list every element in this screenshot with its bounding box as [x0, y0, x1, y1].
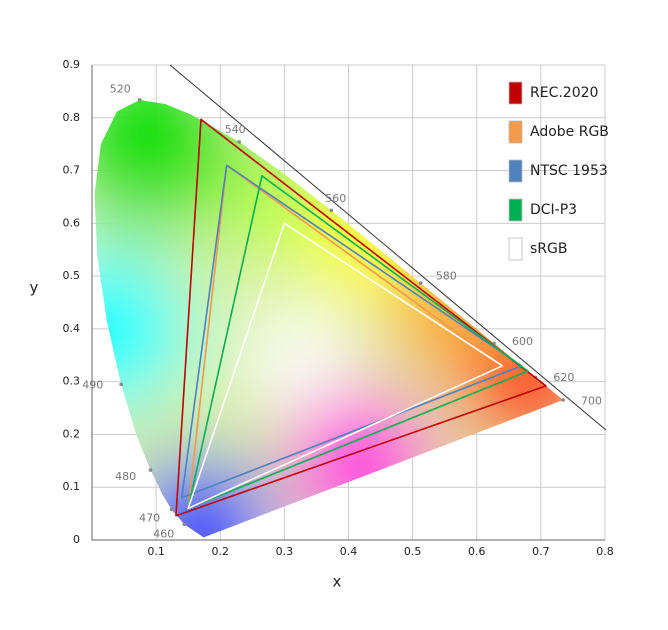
y-tick-label: 0.2: [63, 427, 81, 440]
locus-point: [169, 507, 174, 512]
x-tick-label: 0.2: [212, 545, 230, 558]
locus-point: [418, 281, 423, 285]
x-tick-label: 0.4: [340, 545, 358, 558]
locus-point: [182, 522, 187, 527]
x-tick-label: 0.7: [532, 545, 550, 558]
y-axis-label: y: [30, 279, 39, 297]
y-tick-label: 0.9: [63, 58, 81, 71]
plot: 460 470 480 490 520 540 560 580 600 620 700: [82, 83, 602, 541]
legend-label: DCI-P3: [530, 202, 577, 218]
x-axis-label: x: [333, 573, 342, 591]
y-tick-label: 0.1: [63, 480, 81, 493]
x-tick-label: 0.3: [276, 545, 294, 558]
wavelength-label: 700: [581, 394, 602, 407]
y-tick-label: 0.7: [63, 164, 81, 177]
reference-line: [169, 64, 607, 431]
legend-label: Adobe RGB: [530, 124, 609, 140]
wavelength-label: 490: [82, 379, 103, 392]
wavelength-label: 540: [225, 123, 246, 136]
legend-swatch: [508, 237, 523, 261]
locus-point: [119, 382, 123, 387]
wavelength-label: 600: [512, 335, 533, 348]
x-tick-label: 0.5: [404, 545, 422, 558]
legend-swatch: [508, 120, 523, 144]
y-tick-label: 0.4: [63, 322, 81, 335]
legend-label: sRGB: [530, 241, 567, 257]
locus-point: [148, 468, 153, 472]
wavelength-label: 580: [436, 270, 457, 283]
legend-label: NTSC 1953: [530, 163, 608, 179]
wavelength-label: 520: [110, 83, 131, 96]
y-tick-label: 0.8: [63, 111, 81, 124]
wavelength-label: 460: [153, 527, 174, 540]
gamut-triangle: [175, 118, 547, 517]
y-tick-label: 0: [73, 533, 80, 546]
y-tick-label: 0.5: [63, 269, 81, 282]
locus-point: [561, 398, 565, 402]
legend-swatch: [508, 198, 523, 222]
wavelength-label: 480: [115, 470, 136, 483]
gamut-triangle: [187, 222, 504, 510]
legend-swatch: [508, 81, 523, 105]
locus-point: [137, 98, 142, 102]
wavelength-label: 470: [139, 512, 160, 525]
x-tick-label: 0.1: [147, 545, 165, 558]
legend-label: REC.2020: [530, 85, 598, 101]
wavelength-label: 560: [325, 192, 346, 205]
gamut-triangle: [187, 175, 529, 510]
wavelength-label: 620: [553, 371, 574, 384]
locus-point: [329, 208, 334, 213]
locus-point: [237, 140, 242, 144]
legend-swatch: [508, 159, 523, 183]
y-tick-label: 0.3: [63, 375, 81, 388]
gamut-triangle: [180, 164, 523, 499]
y-tick-label: 0.6: [63, 216, 81, 229]
x-tick-label: 0.8: [596, 545, 614, 558]
x-tick-label: 0.6: [468, 545, 486, 558]
